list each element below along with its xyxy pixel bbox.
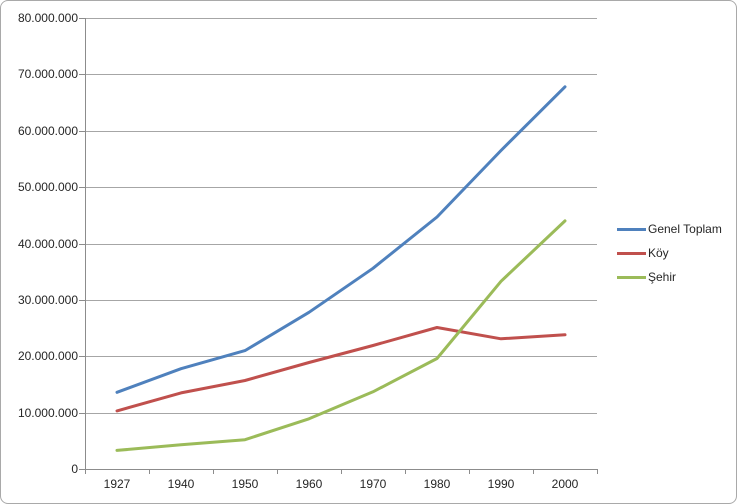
x-axis-tick-label: 1950: [231, 477, 259, 491]
legend-line-swatch: [617, 251, 646, 255]
series-line-köy: [115, 326, 567, 413]
x-axis-tick-label: 1970: [359, 477, 387, 491]
legend-label: Şehir: [648, 270, 677, 284]
y-axis-tick-label: 30.000.000: [17, 292, 78, 307]
y-axis-tick-label: 10.000.000: [17, 405, 78, 420]
x-axis-tick-label: 1940: [167, 477, 195, 491]
y-axis-tick-label: 60.000.000: [17, 123, 78, 138]
legend-item-köy: Köy: [617, 241, 722, 265]
x-axis-tick-label: 1960: [295, 477, 323, 491]
y-axis-tick-label: 70.000.000: [17, 67, 78, 82]
x-axis-tick-label: 1990: [487, 477, 515, 491]
y-axis-tick-label: 80.000.000: [17, 11, 78, 25]
legend-label: Köy: [648, 246, 669, 260]
y-axis-tick-label: 0: [71, 462, 78, 476]
x-axis-tick-label: 1927: [103, 477, 131, 491]
x-axis-tick-label: 2000: [551, 477, 579, 491]
legend-line-swatch: [617, 275, 646, 279]
legend-item-genel-toplam: Genel Toplam: [617, 217, 722, 241]
y-axis-tick-label: 20.000.000: [17, 349, 78, 364]
legend: Genel Toplam Köy Şehir: [617, 217, 722, 289]
series-line-genel-toplam: [115, 85, 567, 394]
x-axis-tick-label: 1980: [423, 477, 451, 491]
y-axis-tick-label: 40.000.000: [17, 236, 78, 251]
series-line-şehir: [115, 219, 567, 452]
legend-item-şehir: Şehir: [617, 265, 722, 289]
legend-label: Genel Toplam: [648, 222, 722, 236]
y-axis-tick-label: 50.000.000: [17, 180, 78, 195]
legend-line-swatch: [617, 227, 646, 231]
